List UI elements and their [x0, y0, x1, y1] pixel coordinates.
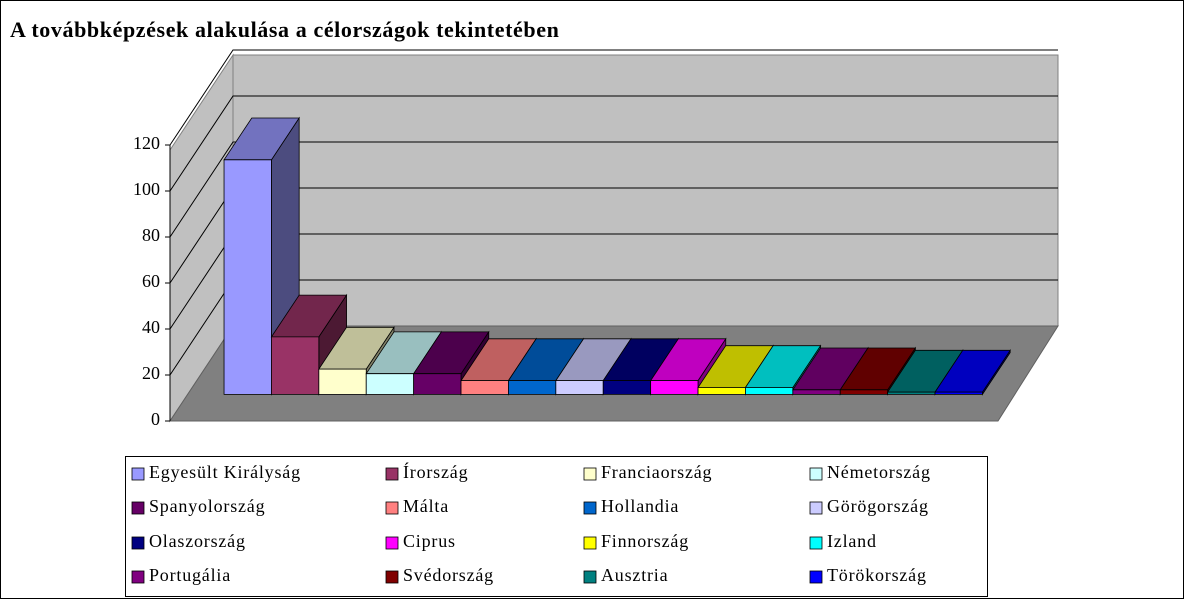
bar-top-shade: [745, 345, 821, 388]
bar-top-shade: [887, 350, 963, 393]
bar: [413, 373, 462, 395]
bar-top-shade: [603, 338, 679, 381]
legend-swatch: [385, 536, 399, 550]
legend-label: Egyesült Királyság: [149, 462, 301, 482]
bar: [223, 159, 272, 395]
bar-top-shade: [271, 295, 347, 337]
legend-label: Írország: [403, 461, 468, 482]
bar-top-shade: [366, 331, 442, 374]
bar: [887, 391, 936, 395]
bar: [318, 368, 367, 395]
legend-label: Franciaország: [601, 462, 712, 482]
bar: [460, 380, 509, 395]
legend-swatch: [809, 467, 823, 481]
bar: [697, 387, 746, 395]
legend-swatch: [809, 570, 823, 584]
legend: [125, 456, 988, 597]
legend-swatch: [131, 570, 145, 584]
bar-top-shade: [698, 345, 774, 388]
bar: [839, 389, 889, 395]
chart-title: A továbbképzések alakulása a célországok…: [10, 17, 559, 42]
bar-top-shade: [792, 348, 868, 390]
bar-top-shade: [318, 327, 394, 370]
bar-top-shade: [508, 338, 584, 381]
bar: [934, 391, 983, 395]
grid-line: [169, 95, 1058, 192]
y-tick-label: 80: [142, 225, 160, 245]
grid-line: [169, 141, 1058, 238]
y-tick-label: 100: [133, 179, 160, 199]
legend-label: Málta: [403, 496, 449, 516]
legend-label: Portugália: [149, 565, 231, 585]
legend-label: Ciprus: [403, 531, 456, 551]
bar: [271, 336, 320, 395]
y-tick-label: 40: [142, 317, 160, 337]
bar: [792, 389, 841, 395]
legend-label: Törökország: [827, 565, 927, 585]
legend-label: Spanyolország: [149, 496, 265, 516]
legend-label: Olaszország: [149, 531, 246, 551]
bar: [745, 387, 794, 395]
y-tick-label: 60: [142, 271, 160, 291]
legend-swatch: [583, 570, 597, 584]
bar: [555, 380, 604, 395]
y-tick-label: 120: [133, 133, 160, 153]
bar: [365, 373, 415, 395]
legend-swatch: [583, 467, 597, 481]
legend-swatch: [583, 501, 597, 515]
legend-label: Hollandia: [601, 496, 679, 516]
legend-label: Görögország: [827, 496, 929, 516]
legend-label: Németország: [827, 462, 931, 482]
bar: [650, 380, 699, 395]
legend-label: Svédország: [403, 565, 494, 585]
legend-swatch: [385, 570, 399, 584]
legend-swatch: [131, 501, 145, 515]
legend-label: Izland: [827, 531, 877, 551]
legend-swatch: [809, 501, 823, 515]
legend-swatch: [583, 536, 597, 550]
y-tick-label: 20: [142, 363, 160, 383]
legend-swatch: [385, 467, 399, 481]
legend-swatch: [131, 536, 145, 550]
bar-top-shade: [461, 338, 537, 381]
bar-top-shade: [555, 338, 631, 381]
bar-top-shade: [935, 350, 1011, 393]
bar: [602, 380, 652, 395]
legend-label: Ausztria: [601, 565, 668, 585]
legend-swatch: [131, 467, 145, 481]
legend-swatch: [809, 536, 823, 550]
legend-label: Finnország: [601, 531, 689, 551]
bar-top-shade: [413, 331, 489, 374]
bar-top-shade: [650, 338, 726, 381]
bar-top-shade: [840, 348, 916, 390]
grid-line: [169, 49, 1058, 146]
bar-top-shade: [224, 118, 300, 160]
y-tick-label: 0: [151, 409, 160, 429]
legend-swatch: [385, 501, 399, 515]
bar: [508, 380, 557, 395]
